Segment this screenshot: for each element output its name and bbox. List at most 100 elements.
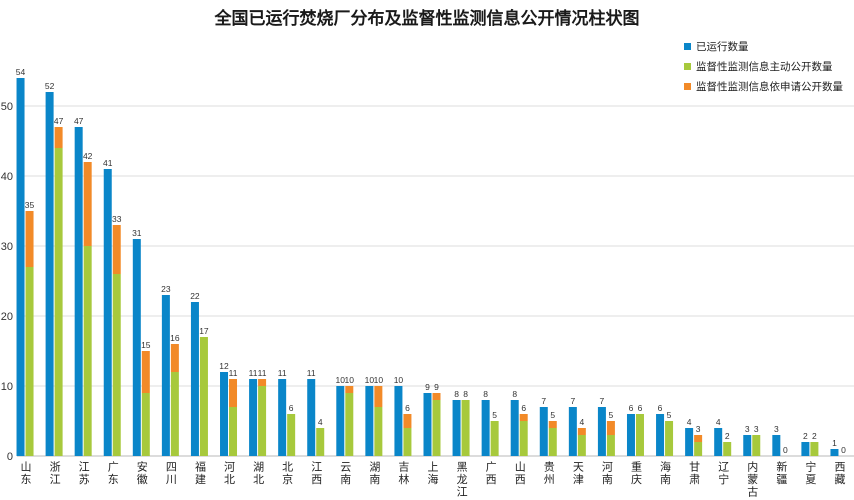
bar-on-request-disclosure <box>345 386 354 393</box>
bar-label-disclosure: 16 <box>170 333 180 343</box>
y-tick-label: 20 <box>1 311 13 323</box>
bar-proactive-disclosure <box>403 428 412 456</box>
bar-on-request-disclosure <box>25 211 34 267</box>
bar-proactive-disclosure <box>665 421 674 456</box>
bar-on-request-disclosure <box>548 421 557 428</box>
bar-proactive-disclosure <box>548 428 557 456</box>
bar-operating <box>626 414 635 456</box>
legend-item-on-request-disclosure: 监督性监测信息依申请公开数量 <box>684 76 843 96</box>
bar-proactive-disclosure <box>141 393 150 456</box>
bar-label-operating: 41 <box>103 158 113 168</box>
bar-proactive-disclosure <box>199 337 208 456</box>
bar-operating <box>539 407 548 456</box>
bar-label-operating: 1 <box>832 438 837 448</box>
bar-label-disclosure: 15 <box>141 340 151 350</box>
bar-label-operating: 47 <box>74 116 84 126</box>
bar-proactive-disclosure <box>577 435 586 456</box>
bar-on-request-disclosure <box>141 351 150 393</box>
bar-label-disclosure: 4 <box>579 417 584 427</box>
bar-operating <box>249 379 258 456</box>
bar-proactive-disclosure <box>54 148 63 456</box>
bar-on-request-disclosure <box>606 421 615 435</box>
bar-label-disclosure: 11 <box>229 368 238 378</box>
bar-proactive-disclosure <box>752 435 761 456</box>
bar-operating <box>772 435 781 456</box>
bar-proactive-disclosure <box>432 400 441 456</box>
bar-on-request-disclosure <box>112 225 121 274</box>
bar-label-operating: 22 <box>190 291 200 301</box>
bar-label-operating: 23 <box>161 284 171 294</box>
bar-label-disclosure: 2 <box>812 431 817 441</box>
bar-label-disclosure: 33 <box>112 214 122 224</box>
bar-label-disclosure: 42 <box>83 151 93 161</box>
bar-operating <box>74 127 83 456</box>
bar-label-operating: 7 <box>600 396 605 406</box>
bar-label-operating: 8 <box>483 389 488 399</box>
bar-label-disclosure: 47 <box>54 116 64 126</box>
bar-label-disclosure: 5 <box>550 410 555 420</box>
bar-proactive-disclosure <box>694 442 703 456</box>
legend-item-operating: 已运行数量 <box>684 36 843 56</box>
bar-label-disclosure: 35 <box>25 200 35 210</box>
bar-label-operating: 3 <box>745 424 750 434</box>
legend-item-proactive-disclosure: 监督性监测信息主动公开数量 <box>684 56 843 76</box>
legend-swatch-on-request-disclosure <box>684 82 691 90</box>
bar-proactive-disclosure <box>170 372 179 456</box>
bar-label-operating: 3 <box>774 424 779 434</box>
bar-proactive-disclosure <box>490 421 499 456</box>
bar-on-request-disclosure <box>229 379 238 407</box>
bar-proactive-disclosure <box>635 414 644 456</box>
bar-label-operating: 11 <box>307 368 316 378</box>
bar-operating <box>278 379 287 456</box>
bar-on-request-disclosure <box>432 393 441 400</box>
bar-proactive-disclosure <box>345 393 354 456</box>
y-tick-label: 30 <box>1 241 13 253</box>
bar-proactive-disclosure <box>316 428 325 456</box>
bar-label-disclosure: 5 <box>667 410 672 420</box>
bar-label-disclosure: 11 <box>258 368 267 378</box>
bar-label-disclosure: 3 <box>696 424 701 434</box>
bar-on-request-disclosure <box>374 386 383 407</box>
bar-proactive-disclosure <box>258 386 267 456</box>
bar-operating <box>394 386 403 456</box>
bar-on-request-disclosure <box>577 428 586 435</box>
bar-proactive-disclosure <box>25 267 34 456</box>
bar-operating <box>336 386 345 456</box>
bar-operating <box>801 442 810 456</box>
bar-label-operating: 6 <box>629 403 634 413</box>
bar-label-operating: 9 <box>425 382 430 392</box>
bar-label-operating: 8 <box>454 389 459 399</box>
bar-label-operating: 7 <box>541 396 546 406</box>
bar-operating <box>743 435 752 456</box>
bar-on-request-disclosure <box>403 414 412 428</box>
bar-label-disclosure: 10 <box>345 375 355 385</box>
bar-label-operating: 11 <box>278 368 287 378</box>
bar-proactive-disclosure <box>461 400 470 456</box>
bar-label-disclosure: 17 <box>199 326 209 336</box>
bar-operating <box>161 295 170 456</box>
bar-label-operating: 7 <box>570 396 575 406</box>
bar-label-disclosure: 2 <box>725 431 730 441</box>
bar-operating <box>568 407 577 456</box>
bar-on-request-disclosure <box>54 127 63 148</box>
bar-proactive-disclosure <box>83 246 92 456</box>
bar-operating <box>132 239 141 456</box>
bar-operating <box>103 169 112 456</box>
bar-proactive-disclosure <box>374 407 383 456</box>
bar-label-operating: 10 <box>394 375 404 385</box>
bar-label-disclosure: 0 <box>783 445 788 455</box>
bar-label-disclosure: 6 <box>638 403 643 413</box>
bar-label-operating: 6 <box>658 403 663 413</box>
bar-label-operating: 4 <box>687 417 692 427</box>
bar-operating <box>510 400 519 456</box>
bar-label-disclosure: 6 <box>521 403 526 413</box>
bar-operating <box>714 428 723 456</box>
bar-on-request-disclosure <box>258 379 267 386</box>
legend-label-on-request-disclosure: 监督性监测信息依申请公开数量 <box>696 80 843 93</box>
bar-label-operating: 52 <box>45 81 55 91</box>
bar-label-disclosure: 5 <box>492 410 497 420</box>
bar-operating <box>452 400 461 456</box>
legend-label-proactive-disclosure: 监督性监测信息主动公开数量 <box>696 60 833 73</box>
bar-operating <box>830 449 839 456</box>
